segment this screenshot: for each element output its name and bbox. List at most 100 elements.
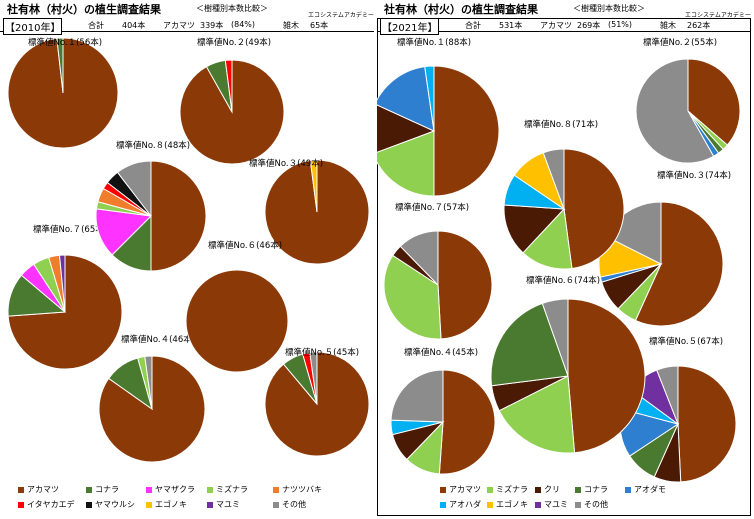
legend-item: ヤマザクラ [146, 484, 195, 495]
legend-item: その他 [273, 499, 306, 510]
legend-swatch [575, 486, 581, 493]
legend-item: エゴノキ [487, 499, 528, 510]
panel-2021: 社有林（村火）の植生調査結果 ＜樹種別本数比較＞ エコシステムアカデミー 【20… [377, 0, 754, 519]
legend-swatch [535, 501, 541, 508]
legend-label: ナツツバキ [282, 485, 322, 494]
pie-slice-5-1 [677, 365, 737, 483]
legend-swatch [625, 486, 631, 493]
legend-item: コナラ [86, 484, 119, 495]
pie-slice-2-3 [224, 59, 233, 113]
pie-label-6: 標準値No.６(74本) [526, 275, 600, 286]
pie-slice-8-1 [150, 160, 207, 272]
pie-label-4: 標準値No.４(46本) [121, 334, 195, 345]
legend-item: イタヤカエデ [18, 499, 75, 510]
year-label: 【2010年】 [3, 18, 63, 35]
pie-3 [264, 159, 370, 265]
pie-label-3: 標準値No.３(49本) [249, 158, 323, 169]
total-label: 合計 [465, 21, 481, 30]
legend-item: マユミ [207, 499, 240, 510]
legend-label: アオダモ [634, 485, 666, 494]
summary-bar: 【2010年】 合計 404本 アカマツ 339本 (84%) 雑木 65本 [0, 18, 374, 35]
panel-2010: 社有林（村火）の植生調査結果 ＜樹種別本数比較＞ エコシステムアカデミー 【20… [0, 3, 374, 510]
pie-slice-7-2 [383, 254, 442, 340]
pie-slice-8-6 [542, 148, 565, 210]
panel-subtitle: ＜樹種別本数比較＞ [573, 4, 645, 13]
legend-label: アオハダ [449, 500, 481, 509]
pie-label-8: 標準値No.８(48本) [116, 140, 190, 151]
legend-item: コナラ [575, 484, 608, 495]
pie-charts-2021: 標準値No.１(88本) 標準値No.２(55本) 標準値No.３(74本) 標準値N… [377, 37, 741, 483]
brand-label: エコシステムアカデミー [308, 12, 374, 19]
pie-8 [95, 160, 207, 272]
pie-slice-1-1 [433, 65, 500, 197]
pie-slice-7-6 [58, 254, 66, 313]
pie-slice-8-3 [95, 208, 153, 256]
pie-charts-2010: 標準値No.１(56本) 標準値No.２(49本) 標準値No.３(49本) 標準値N… [7, 37, 370, 463]
pie-8 [503, 148, 625, 270]
akamatsu-label: アカマツ [540, 21, 572, 30]
pie-slice-4-1 [438, 369, 496, 475]
pie-slice-5-7 [656, 365, 679, 425]
legend-swatch [273, 501, 279, 508]
pie-slice-3-1 [634, 201, 724, 327]
legend-swatch [146, 486, 152, 493]
legend-label: ミズナラ [496, 485, 528, 494]
legend-swatch [535, 486, 541, 493]
akamatsu-pct: (84%) [231, 20, 256, 29]
pie-slice-2-1 [687, 58, 741, 146]
pie-slice-8-3 [503, 204, 566, 254]
akamatsu-value: 269本 [577, 21, 601, 30]
legend-swatch [273, 486, 279, 493]
pie-2 [635, 58, 741, 164]
pie-4 [390, 369, 496, 475]
legend-item: ナツツバキ [273, 484, 322, 495]
pie-6 [490, 298, 646, 454]
pie-3 [598, 201, 724, 327]
legend-swatch [440, 486, 446, 493]
legend-label: アカマツ [27, 485, 59, 494]
legend-swatch [18, 501, 24, 508]
total-label: 合計 [88, 21, 104, 30]
legend-label: その他 [282, 500, 306, 509]
legend-swatch [207, 486, 213, 493]
legend-item: アカマツ [440, 484, 481, 495]
pie-slice-3-2 [309, 159, 318, 213]
pie-label-7: 標準値No.７(65本) [33, 224, 107, 235]
legend-item: クリ [535, 484, 560, 495]
legend-item: マユミ [535, 499, 568, 510]
pie-5 [264, 351, 370, 457]
pie-label-2: 標準値No.２(55本) [643, 37, 717, 48]
pie-5 [619, 365, 737, 483]
pie-1 [377, 65, 500, 197]
pie-7 [7, 254, 123, 370]
legend-swatch [440, 501, 446, 508]
pie-slice-8-2 [522, 207, 573, 270]
legend-item: アオハダ [440, 499, 481, 510]
pie-slice-8-1 [563, 148, 625, 270]
pie-slice-8-8 [116, 160, 152, 218]
legend-item: その他 [575, 499, 608, 510]
legend-label: エゴノキ [155, 500, 187, 509]
legend-item: ミズナラ [207, 484, 248, 495]
pie-slice-6-4 [490, 302, 569, 387]
legend-swatch [487, 486, 493, 493]
panel-title: 社有林（村火）の植生調査結果 [384, 3, 538, 16]
legend-swatch [487, 501, 493, 508]
pie-slice-5-4 [309, 351, 318, 405]
summary-bar: 【2021年】 合計 531本 アカマツ 269本 (51%) 雑木 262本 [377, 18, 751, 35]
legend-label: マユミ [544, 500, 568, 509]
legend-label: ヤマウルシ [95, 500, 135, 509]
panel-subtitle: ＜樹種別本数比較＞ [196, 4, 268, 13]
pie-slice-1-2 [56, 37, 64, 94]
pie-slice-6-2 [498, 375, 576, 454]
akamatsu-value: 339本 [200, 21, 224, 30]
pie-label-3: 標準値No.３(74本) [657, 170, 731, 181]
pie-label-1: 標準値No.１(88本) [397, 37, 471, 48]
pie-label-5: 標準値No.５(67本) [649, 336, 723, 347]
legend-label: アカマツ [449, 485, 481, 494]
legend-label: コナラ [584, 485, 608, 494]
pie-6 [185, 269, 289, 373]
brand-label: エコシステムアカデミー [685, 12, 751, 19]
pie-slice-1-3 [377, 104, 436, 153]
pie-label-2: 標準値No.２(49本) [197, 37, 271, 48]
